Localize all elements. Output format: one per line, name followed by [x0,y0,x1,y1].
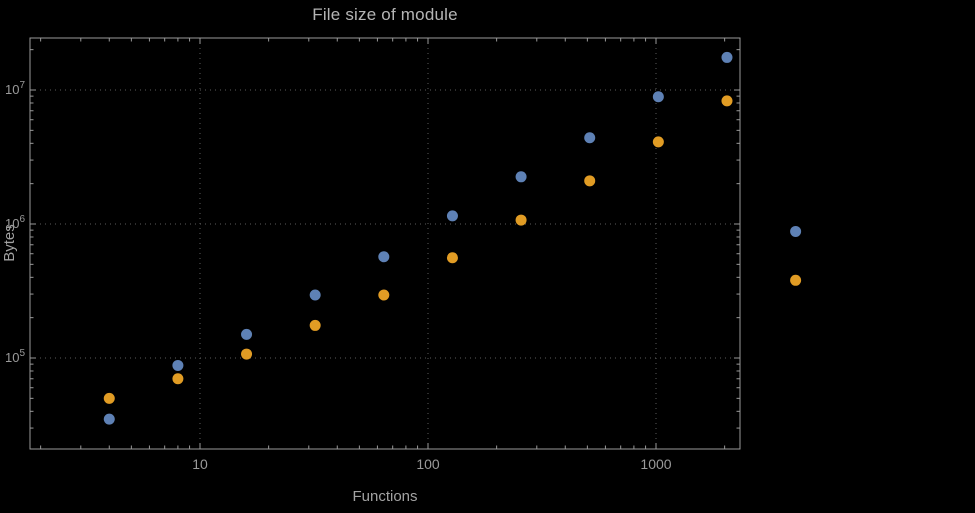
data-point-series-2-orange [652,136,664,148]
x-tick-label: 10 [192,456,208,472]
y-tick-label: 105 [5,348,25,365]
x-tick-label: 1000 [640,456,671,472]
data-point-series-1-blue [103,413,115,425]
y-tick-label: 107 [5,80,25,97]
plot-frame [29,37,741,450]
data-point-series-1-blue [790,225,802,237]
data-point-series-1-blue [652,91,664,103]
data-point-series-2-orange [584,175,596,187]
data-point-series-1-blue [172,359,184,371]
data-point-series-2-orange [721,95,733,107]
chart-title: File size of module [312,5,458,24]
data-point-series-2-orange [309,319,321,331]
data-point-series-2-orange [515,214,527,226]
data-point-series-2-orange [790,274,802,286]
data-point-series-2-orange [103,392,115,404]
data-point-series-2-orange [172,373,184,385]
data-point-series-1-blue [309,289,321,301]
data-point-series-2-orange [446,252,458,264]
x-tick-label: 100 [416,456,440,472]
data-point-series-1-blue [378,251,390,263]
x-axis-label: Functions [352,488,418,505]
data-point-series-2-orange [378,289,390,301]
data-point-series-1-blue [241,328,253,340]
y-tick-label: 106 [5,214,25,231]
data-point-series-1-blue [584,132,596,144]
data-point-series-1-blue [721,51,733,63]
data-point-series-1-blue [515,171,527,183]
data-point-series-2-orange [241,348,253,360]
data-point-series-1-blue [446,210,458,222]
